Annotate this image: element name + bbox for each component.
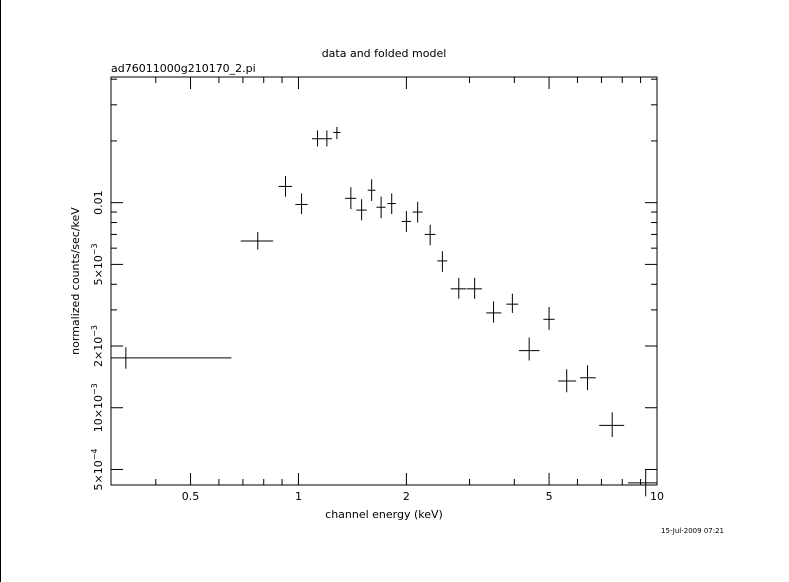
y-axis-label: normalized counts/sec/keV [69,207,82,355]
x-tick-label: 2 [403,490,410,503]
x-tick-label: 5 [546,490,553,503]
data-point [627,469,657,497]
axis-ticks [111,77,658,485]
data-point [580,365,596,391]
y-tick-label: 0.01 [92,190,105,215]
data-point [401,211,411,232]
chart-subtitle: ad76011000g210170_2.pi [111,62,256,75]
data-point [599,412,625,437]
svg-text:5×10−3: 5×10−3 [90,243,105,285]
x-tick-label: 0.5 [182,490,200,503]
x-axis-label: channel energy (keV) [325,508,443,521]
window-left-edge [0,0,1,582]
svg-text:5×10−4: 5×10−4 [90,448,105,490]
data-point [311,130,323,147]
data-point [376,196,386,219]
data-point [345,187,357,210]
data-point [278,175,293,197]
data-point [240,231,274,250]
y-tick-labels: 5×10−4 10×10−3 2×10−3 5×10−3 0.01 [90,190,105,490]
plot-timestamp: 15-Jul-2009 07:21 [661,527,724,535]
y-tick-label: 5×10−4 [90,448,105,490]
data-point [111,347,232,369]
data-points [111,126,657,497]
data-point [518,337,540,361]
data-point [333,126,341,140]
data-point [322,130,332,147]
data-point [387,193,396,215]
data-point [356,199,367,221]
data-point [466,277,482,299]
x-tick-labels: 0.5 1 2 5 10 [182,490,664,503]
svg-text:2×10−3: 2×10−3 [90,325,105,367]
data-point [295,193,308,215]
svg-text:10×10−3: 10×10−3 [90,383,105,432]
y-tick-label: 10×10−3 [90,383,105,432]
svg-text:0.01: 0.01 [92,190,105,215]
x-tick-label: 1 [295,490,302,503]
data-point [506,293,519,313]
data-point [367,179,376,201]
y-tick-label: 5×10−3 [90,243,105,285]
data-point [424,224,436,246]
data-point [558,369,577,393]
data-point [412,201,423,223]
data-point [543,306,555,330]
data-point [450,277,467,299]
chart-title: data and folded model [322,47,447,60]
plot-frame [110,76,658,486]
data-point [437,251,448,272]
y-tick-label: 2×10−3 [90,325,105,367]
data-point [486,301,502,323]
x-tick-label: 10 [650,490,664,503]
